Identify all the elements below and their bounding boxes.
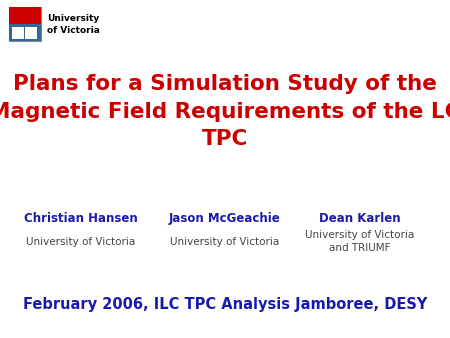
Text: Dean Karlen: Dean Karlen	[319, 212, 401, 224]
FancyBboxPatch shape	[9, 7, 25, 24]
FancyBboxPatch shape	[25, 7, 40, 24]
Text: University of Victoria
and TRIUMF: University of Victoria and TRIUMF	[306, 231, 414, 253]
FancyBboxPatch shape	[24, 27, 25, 39]
FancyBboxPatch shape	[9, 24, 40, 41]
Text: University of Victoria: University of Victoria	[27, 237, 135, 247]
FancyBboxPatch shape	[12, 27, 37, 39]
Text: University of Victoria: University of Victoria	[171, 237, 279, 247]
FancyBboxPatch shape	[12, 9, 16, 16]
Text: Plans for a Simulation Study of the
Magnetic Field Requirements of the LC
TPC: Plans for a Simulation Study of the Magn…	[0, 74, 450, 149]
Text: University: University	[47, 14, 99, 23]
Text: Christian Hansen: Christian Hansen	[24, 212, 138, 224]
Text: of Victoria: of Victoria	[47, 26, 100, 35]
Text: February 2006, ILC TPC Analysis Jamboree, DESY: February 2006, ILC TPC Analysis Jamboree…	[23, 297, 427, 312]
FancyBboxPatch shape	[21, 9, 24, 16]
FancyBboxPatch shape	[29, 9, 33, 16]
Text: Jason McGeachie: Jason McGeachie	[169, 212, 281, 224]
FancyBboxPatch shape	[9, 7, 40, 41]
